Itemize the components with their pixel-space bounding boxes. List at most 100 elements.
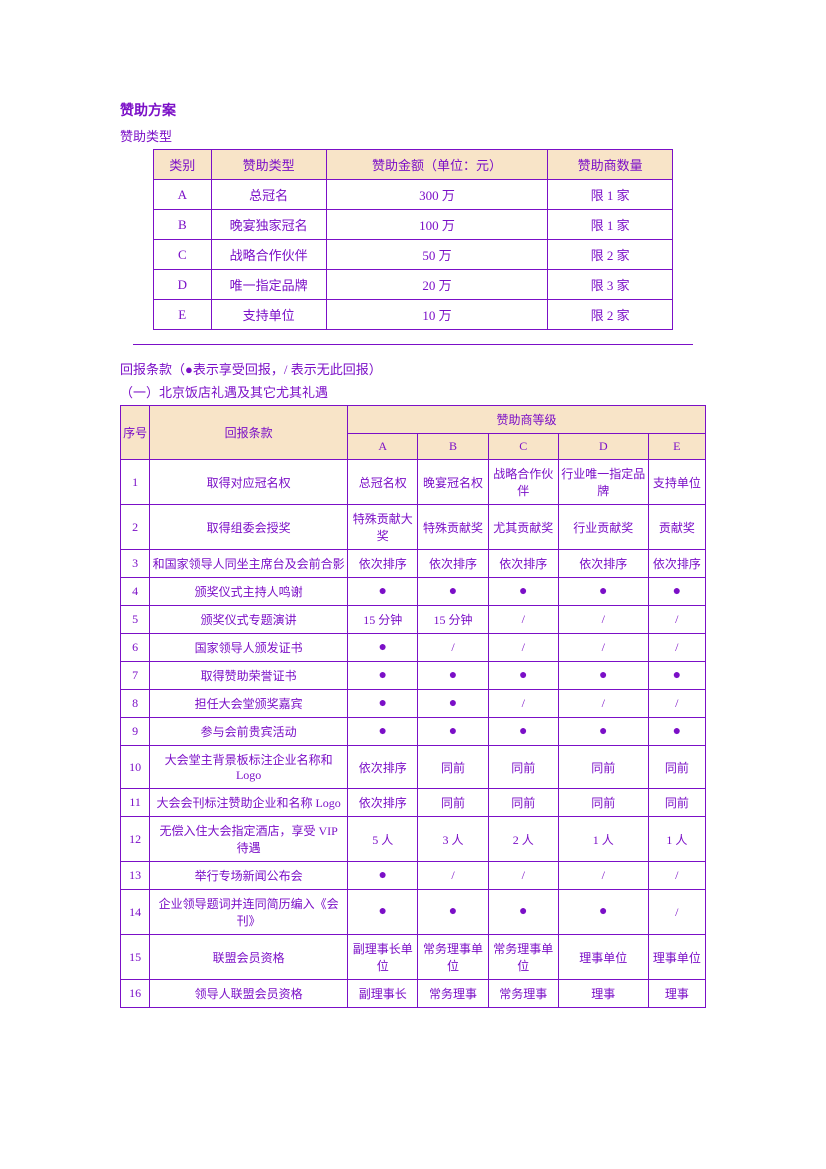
value-cell: 晚宴冠名权 [418, 460, 488, 505]
value-cell: 1 人 [648, 817, 705, 862]
desc-cell: 大会堂主背景板标注企业名称和 Logo [150, 746, 348, 789]
header-grade: 赞助商等级 [348, 406, 706, 434]
value-cell: ● [418, 578, 488, 606]
value-cell: / [488, 606, 558, 634]
value-cell: ● [418, 718, 488, 746]
seq-cell: 9 [121, 718, 150, 746]
value-cell: / [648, 690, 705, 718]
table1-cell: D [154, 270, 212, 300]
value-cell: ● [348, 862, 418, 890]
value-cell: ● [348, 634, 418, 662]
value-cell: / [648, 862, 705, 890]
return-terms-table: 序号 回报条款 赞助商等级 ABCDE 1取得对应冠名权总冠名权晚宴冠名权战略合… [120, 405, 706, 1008]
value-cell: ● [488, 578, 558, 606]
value-cell: ● [648, 578, 705, 606]
table1-cell: E [154, 300, 212, 330]
value-cell: 15 分钟 [418, 606, 488, 634]
value-cell: ● [348, 662, 418, 690]
value-cell: ● [558, 662, 648, 690]
table1-cell: A [154, 180, 212, 210]
seq-cell: 1 [121, 460, 150, 505]
table1-cell: 限 1 家 [548, 210, 673, 240]
value-cell: 理事 [648, 980, 705, 1008]
desc-cell: 取得赞助荣誉证书 [150, 662, 348, 690]
value-cell: 依次排序 [648, 550, 705, 578]
value-cell: 行业贡献奖 [558, 505, 648, 550]
value-cell: / [488, 634, 558, 662]
seq-cell: 11 [121, 789, 150, 817]
table1-cell: C [154, 240, 212, 270]
table1-header: 赞助类型 [211, 150, 326, 180]
value-cell: 常务理事 [418, 980, 488, 1008]
seq-cell: 5 [121, 606, 150, 634]
page-title: 赞助方案 [120, 100, 706, 120]
section-one-label: （一）北京饭店礼遇及其它尤其礼遇 [120, 382, 706, 401]
value-cell: 1 人 [558, 817, 648, 862]
table1-cell: 限 2 家 [548, 300, 673, 330]
desc-cell: 和国家领导人同坐主席台及会前合影 [150, 550, 348, 578]
value-cell: / [558, 690, 648, 718]
value-cell: 支持单位 [648, 460, 705, 505]
value-cell: 常务理事单位 [488, 935, 558, 980]
desc-cell: 参与会前贵宾活动 [150, 718, 348, 746]
table1-cell: 支持单位 [211, 300, 326, 330]
value-cell: / [558, 606, 648, 634]
value-cell: 战略合作伙伴 [488, 460, 558, 505]
seq-cell: 15 [121, 935, 150, 980]
value-cell: ● [418, 890, 488, 935]
value-cell: / [418, 634, 488, 662]
desc-cell: 领导人联盟会员资格 [150, 980, 348, 1008]
table1-cell: B [154, 210, 212, 240]
value-cell: 依次排序 [348, 746, 418, 789]
value-cell: ● [418, 690, 488, 718]
sponsor-type-label: 赞助类型 [120, 126, 706, 145]
value-cell: 依次排序 [348, 550, 418, 578]
table1-cell: 10 万 [326, 300, 547, 330]
value-cell: ● [488, 890, 558, 935]
value-cell: 尤其贡献奖 [488, 505, 558, 550]
header-desc: 回报条款 [150, 406, 348, 460]
seq-cell: 4 [121, 578, 150, 606]
value-cell: ● [418, 662, 488, 690]
desc-cell: 无偿入住大会指定酒店，享受 VIP 待遇 [150, 817, 348, 862]
value-cell: / [648, 890, 705, 935]
value-cell: 理事单位 [558, 935, 648, 980]
desc-cell: 国家领导人颁发证书 [150, 634, 348, 662]
table1-cell: 战略合作伙伴 [211, 240, 326, 270]
value-cell: 同前 [418, 789, 488, 817]
table1-cell: 限 2 家 [548, 240, 673, 270]
value-cell: 3 人 [418, 817, 488, 862]
value-cell: / [418, 862, 488, 890]
value-cell: 2 人 [488, 817, 558, 862]
header-seq: 序号 [121, 406, 150, 460]
value-cell: 常务理事 [488, 980, 558, 1008]
value-cell: ● [348, 690, 418, 718]
seq-cell: 13 [121, 862, 150, 890]
value-cell: 贡献奖 [648, 505, 705, 550]
value-cell: ● [488, 662, 558, 690]
value-cell: 同前 [418, 746, 488, 789]
value-cell: 15 分钟 [348, 606, 418, 634]
value-cell: ● [558, 718, 648, 746]
grade-header: C [488, 434, 558, 460]
seq-cell: 6 [121, 634, 150, 662]
value-cell: / [488, 690, 558, 718]
table1-cell: 100 万 [326, 210, 547, 240]
value-cell: ● [648, 662, 705, 690]
grade-header: A [348, 434, 418, 460]
value-cell: / [558, 862, 648, 890]
table1-cell: 总冠名 [211, 180, 326, 210]
value-cell: 总冠名权 [348, 460, 418, 505]
grade-header: B [418, 434, 488, 460]
value-cell: 副理事长单位 [348, 935, 418, 980]
value-cell: 依次排序 [418, 550, 488, 578]
value-cell: ● [348, 578, 418, 606]
value-cell: ● [648, 718, 705, 746]
seq-cell: 10 [121, 746, 150, 789]
value-cell: 同前 [488, 789, 558, 817]
desc-cell: 取得对应冠名权 [150, 460, 348, 505]
value-cell: 5 人 [348, 817, 418, 862]
value-cell: / [488, 862, 558, 890]
seq-cell: 2 [121, 505, 150, 550]
desc-cell: 担任大会堂颁奖嘉宾 [150, 690, 348, 718]
